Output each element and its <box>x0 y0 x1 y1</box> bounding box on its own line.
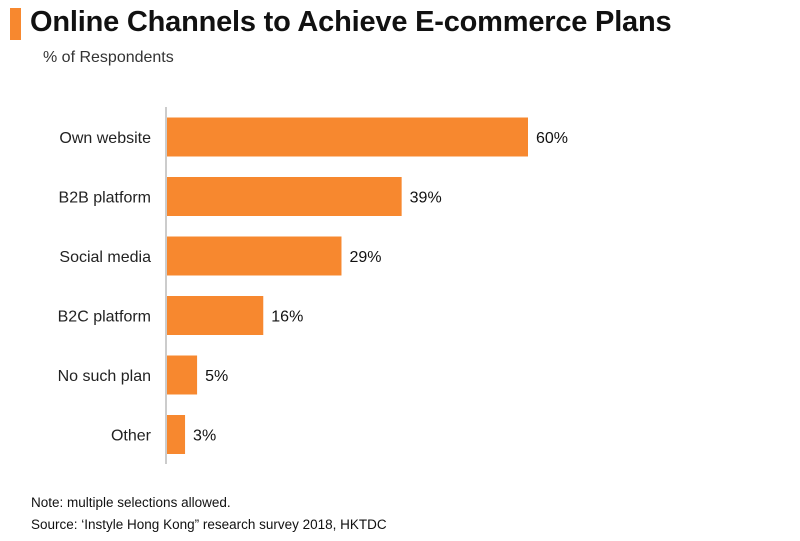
bar <box>167 296 264 335</box>
bar <box>167 177 402 216</box>
value-label: 60% <box>536 130 568 147</box>
footnote: Note: multiple selections allowed. <box>31 495 231 510</box>
bar <box>167 415 186 454</box>
category-label: B2B platform <box>59 190 151 207</box>
source-note: Source: ‘Instyle Hong Kong” research sur… <box>31 517 387 532</box>
value-label: 29% <box>349 249 381 266</box>
category-label: Other <box>111 428 152 445</box>
bar <box>167 236 342 276</box>
title-accent-bar <box>10 8 21 40</box>
category-label: Social media <box>59 249 151 266</box>
value-label: 3% <box>193 428 216 445</box>
value-label: 5% <box>205 368 228 385</box>
category-label: Own website <box>59 130 151 147</box>
chart-title: Online Channels to Achieve E-commerce Pl… <box>30 6 672 38</box>
value-label: 16% <box>271 309 303 326</box>
value-label: 39% <box>410 190 442 207</box>
bar <box>167 355 198 395</box>
category-label: No such plan <box>58 368 151 385</box>
chart-subtitle: % of Respondents <box>43 49 174 66</box>
category-label: B2C platform <box>58 309 151 326</box>
bar <box>167 117 528 157</box>
